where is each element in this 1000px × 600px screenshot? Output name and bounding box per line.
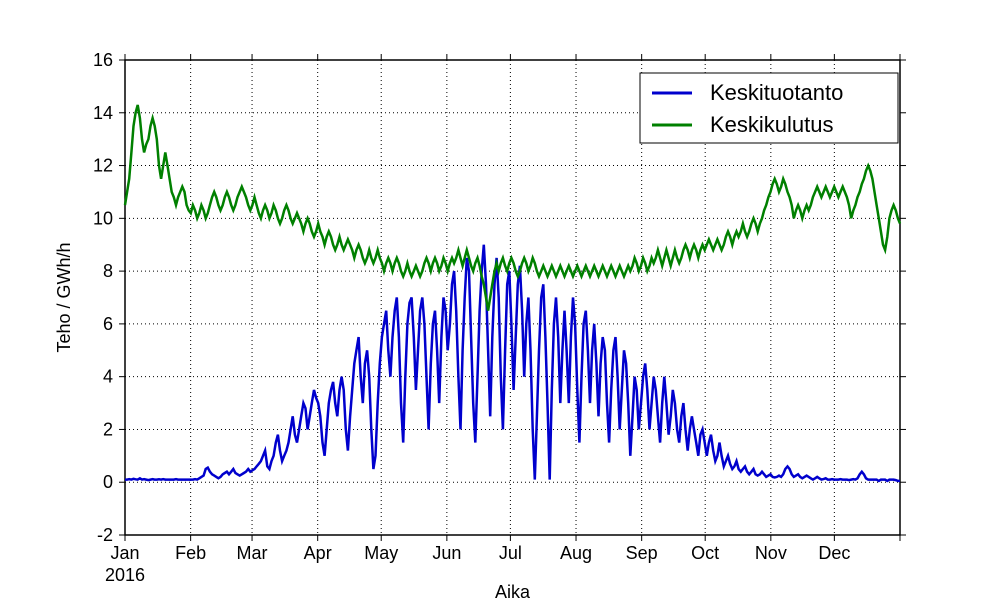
xtick-label: Jan (110, 543, 139, 563)
xtick-label: Feb (175, 543, 206, 563)
xtick-label: Apr (304, 543, 332, 563)
chart-container: -2 0 2 4 6 8 10 12 14 16 Jan Feb Mar Apr May Jun Jul Aug S… (0, 0, 1000, 600)
legend-label: Keskituotanto (710, 80, 843, 105)
xtick-label: Dec (818, 543, 850, 563)
xlabel: Aika (495, 582, 531, 600)
ytick-label: 16 (93, 50, 113, 70)
ytick-label: 8 (103, 261, 113, 281)
ytick-label: -2 (97, 525, 113, 545)
ytick-label: 2 (103, 419, 113, 439)
xtick-label: Mar (237, 543, 268, 563)
year-label: 2016 (105, 565, 145, 585)
xtick-label: Nov (755, 543, 787, 563)
ytick-label: 10 (93, 208, 113, 228)
ytick-label: 12 (93, 156, 113, 176)
ytick-label: 0 (103, 472, 113, 492)
ytick-label: 4 (103, 367, 113, 387)
ylabel: Teho / GWh/h (54, 242, 74, 352)
legend-label: Keskikulutus (710, 112, 834, 137)
ytick-label: 14 (93, 103, 113, 123)
xtick-label: Sep (626, 543, 658, 563)
xtick-label: Oct (691, 543, 719, 563)
xtick-label: May (364, 543, 398, 563)
xtick-label: Aug (560, 543, 592, 563)
line-chart: -2 0 2 4 6 8 10 12 14 16 Jan Feb Mar Apr May Jun Jul Aug S… (0, 0, 1000, 600)
xtick-label: Jun (432, 543, 461, 563)
ytick-label: 6 (103, 314, 113, 334)
xtick-label: Jul (499, 543, 522, 563)
